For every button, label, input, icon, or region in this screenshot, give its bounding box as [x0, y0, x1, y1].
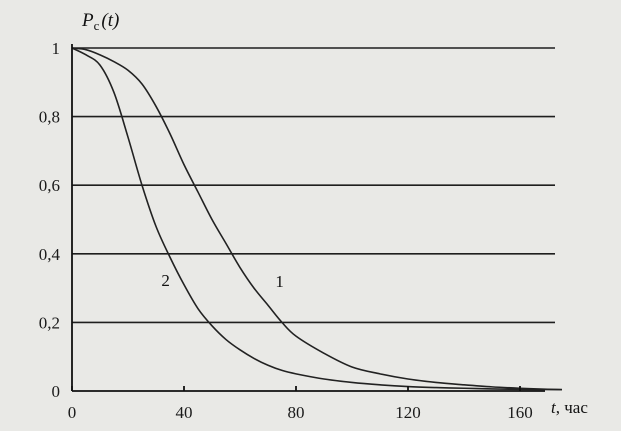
series-2-line: [71, 47, 563, 391]
axis-layer: [71, 44, 545, 392]
y-axis-title: Pс (t): [81, 10, 119, 33]
x-tick-label: 160: [507, 403, 533, 422]
x-tick-label: 40: [176, 403, 193, 422]
grid-layer: [72, 47, 555, 324]
x-tick-label: 120: [395, 403, 421, 422]
x-tick-label: 0: [68, 403, 77, 422]
curve-label-layer: 12: [161, 271, 284, 291]
x-axis-title: t, час: [551, 398, 588, 417]
series-2-label: 2: [161, 271, 170, 290]
series-layer: [71, 47, 563, 391]
y-tick-label: 0,8: [39, 108, 60, 127]
y-tick-label: 1: [52, 39, 61, 58]
y-tick-label: 0: [52, 382, 61, 401]
y-tick-label: 0,2: [39, 313, 60, 332]
y-tick-label: 0,4: [39, 245, 61, 264]
x-tick-label: 80: [288, 403, 305, 422]
y-tick-label: 0,6: [39, 176, 60, 195]
tick-layer: 0 0,2 0,4 0,6 0,8 1 0 40 80 120 160: [39, 39, 533, 422]
series-1-line: [71, 47, 563, 391]
series-1-label: 1: [275, 272, 284, 291]
